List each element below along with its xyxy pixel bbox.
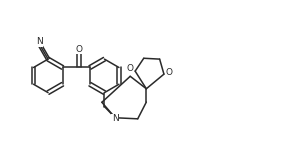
Text: N: N (112, 114, 119, 123)
Text: O: O (76, 45, 83, 54)
Text: N: N (36, 37, 43, 46)
Text: O: O (165, 68, 172, 77)
Text: O: O (127, 64, 134, 73)
